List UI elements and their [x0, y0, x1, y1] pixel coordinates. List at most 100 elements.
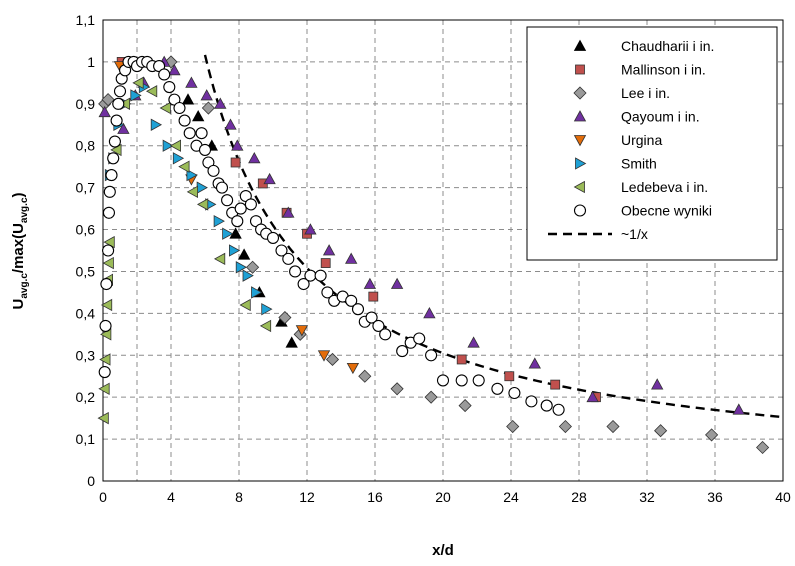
data-point — [179, 115, 190, 126]
legend-swatch — [575, 205, 586, 216]
data-point — [283, 253, 294, 264]
data-point — [249, 153, 260, 163]
data-point — [551, 380, 560, 389]
data-point — [99, 367, 110, 378]
x-tick-label: 36 — [707, 489, 723, 505]
legend-label: ~1/x — [621, 226, 648, 242]
data-point — [171, 140, 181, 151]
data-point — [208, 165, 219, 176]
y-axis-title-subscript: avg.c — [19, 273, 30, 299]
data-point — [173, 153, 183, 164]
data-point — [505, 372, 514, 381]
y-tick-label: 0,6 — [76, 222, 96, 238]
x-tick-label: 24 — [503, 489, 519, 505]
data-point — [106, 170, 117, 181]
legend-label: Ledebeva i in. — [621, 179, 708, 195]
data-point — [235, 203, 246, 214]
data-point — [268, 232, 279, 243]
data-point — [188, 186, 198, 197]
data-point — [197, 182, 207, 193]
data-point — [103, 245, 114, 256]
data-point — [103, 207, 114, 218]
data-point — [245, 199, 256, 210]
y-tick-label: 0,1 — [76, 431, 96, 447]
data-point — [369, 292, 378, 301]
data-point — [104, 186, 115, 197]
x-tick-label: 28 — [571, 489, 587, 505]
data-point — [240, 299, 250, 310]
y-tick-label: 1 — [87, 54, 95, 70]
data-point — [286, 337, 297, 347]
data-point — [359, 370, 371, 382]
legend-label: Qayoum i in. — [621, 109, 700, 125]
legend: Chaudharii i in.Mallinson i in.Lee i in.… — [527, 27, 777, 260]
y-tick-label: 0,3 — [76, 347, 96, 363]
data-point — [438, 375, 449, 386]
x-tick-label: 4 — [167, 489, 175, 505]
y-tick-label: 0,2 — [76, 389, 96, 405]
legend-label: Mallinson i in. — [621, 62, 706, 78]
data-point — [346, 253, 357, 263]
data-point — [529, 358, 540, 368]
legend-label: Smith — [621, 156, 657, 172]
data-point — [424, 308, 435, 318]
y-tick-label: 0,9 — [76, 96, 96, 112]
y-axis-title: Uavg.c/max(Uavg.c) — [10, 192, 30, 309]
data-point — [353, 304, 364, 315]
y-tick-label: 0,5 — [76, 263, 96, 279]
data-point — [655, 425, 667, 437]
data-point — [108, 153, 119, 164]
y-axis-title-part: ) — [10, 192, 27, 197]
data-point — [507, 421, 519, 433]
data-point — [151, 119, 161, 130]
data-point — [553, 404, 564, 415]
y-tick-label: 1,1 — [76, 12, 96, 28]
data-point — [111, 115, 122, 126]
data-point — [468, 337, 479, 347]
data-point — [321, 259, 330, 268]
data-point — [652, 379, 663, 389]
x-axis-title: x/d — [432, 542, 454, 559]
data-point — [215, 253, 225, 264]
x-tick-label: 8 — [235, 489, 243, 505]
data-point — [380, 329, 391, 340]
data-point — [198, 199, 208, 210]
data-point — [103, 258, 113, 269]
data-point — [607, 421, 619, 433]
y-tick-label: 0,4 — [76, 305, 96, 321]
legend-label: Urgina — [621, 132, 662, 148]
data-point — [174, 103, 185, 114]
data-point — [99, 383, 109, 394]
data-point — [101, 279, 112, 290]
data-point — [733, 404, 744, 414]
data-point — [201, 90, 212, 100]
data-point — [200, 144, 211, 155]
legend-swatch — [576, 65, 585, 74]
y-axis-title-part: U — [10, 299, 27, 310]
data-point — [397, 346, 408, 357]
data-point — [391, 383, 403, 395]
data-point — [109, 136, 120, 147]
data-point — [179, 161, 189, 172]
x-tick-label: 20 — [435, 489, 451, 505]
data-point — [324, 245, 335, 255]
data-point — [473, 375, 484, 386]
x-tick-label: 16 — [367, 489, 383, 505]
data-point — [222, 195, 233, 206]
y-tick-label: 0,7 — [76, 180, 96, 196]
data-point — [757, 441, 769, 453]
data-point — [456, 375, 467, 386]
y-tick-label: 0,8 — [76, 138, 96, 154]
data-point — [457, 355, 466, 364]
data-point — [225, 119, 236, 129]
data-point — [459, 400, 471, 412]
y-axis-title-part: /max(U — [10, 223, 27, 273]
data-point — [231, 158, 240, 167]
x-tick-label: 0 — [99, 489, 107, 505]
data-point — [425, 391, 437, 403]
data-point — [115, 86, 126, 97]
data-point — [133, 77, 143, 88]
data-point — [229, 245, 239, 256]
legend-label: Lee i in. — [621, 85, 670, 101]
